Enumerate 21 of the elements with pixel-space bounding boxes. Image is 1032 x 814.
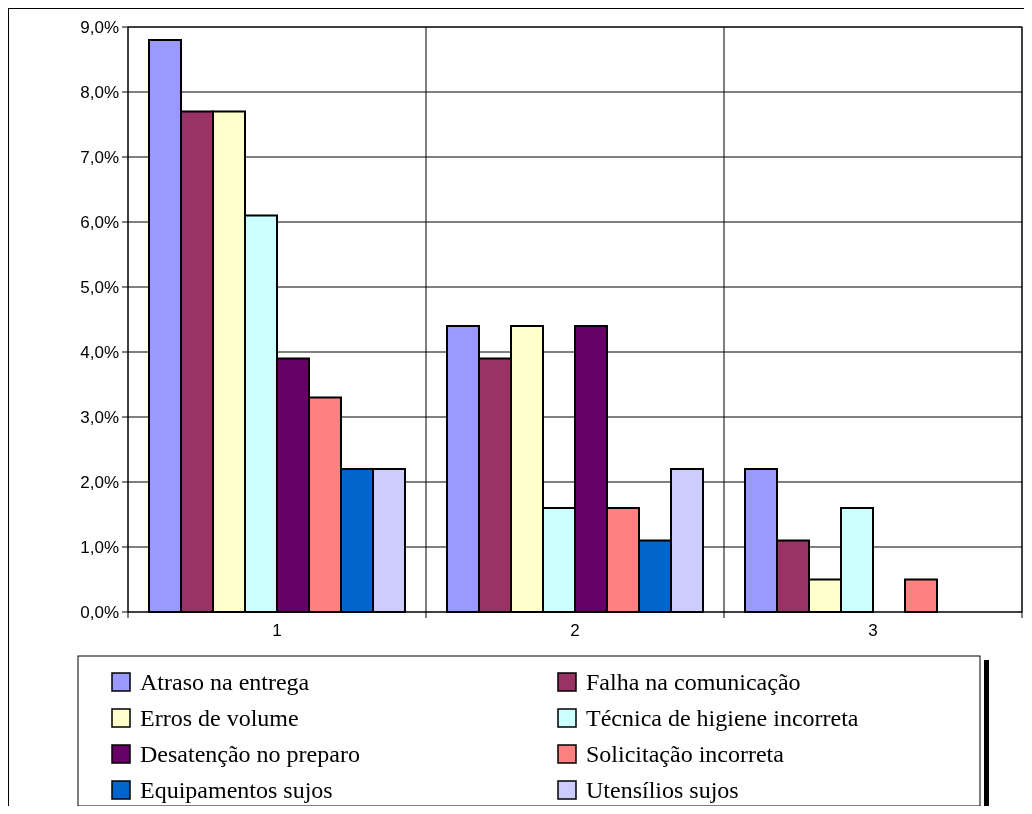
- y-tick-label: 1,0%: [80, 537, 119, 557]
- x-tick-label: 1: [272, 621, 282, 640]
- y-tick-label: 3,0%: [80, 407, 119, 427]
- x-tick-label: 2: [570, 621, 580, 640]
- y-tick-label: 7,0%: [80, 147, 119, 167]
- y-tick-label: 6,0%: [80, 212, 119, 232]
- y-tick-label: 0,0%: [80, 602, 119, 622]
- y-tick-label: 8,0%: [80, 82, 119, 102]
- y-tick-label: 5,0%: [80, 277, 119, 297]
- legend-label: Falha na comunicação: [586, 669, 801, 696]
- y-tick-label: 4,0%: [80, 342, 119, 362]
- legend-label: Utensílios sujos: [586, 777, 739, 804]
- legend-label: Equipamentos sujos: [140, 777, 333, 804]
- legend-label: Desatenção no preparo: [140, 741, 360, 768]
- legend-label: Solicitação incorreta: [586, 741, 785, 768]
- y-tick-label: 2,0%: [80, 472, 119, 492]
- y-tick-label: 9,0%: [80, 17, 119, 37]
- legend-label: Atraso na entrega: [140, 669, 310, 696]
- legend-label: Técnica de higiene incorreta: [586, 705, 859, 732]
- x-tick-label: 3: [868, 621, 878, 640]
- legend-label: Erros de volume: [140, 705, 299, 732]
